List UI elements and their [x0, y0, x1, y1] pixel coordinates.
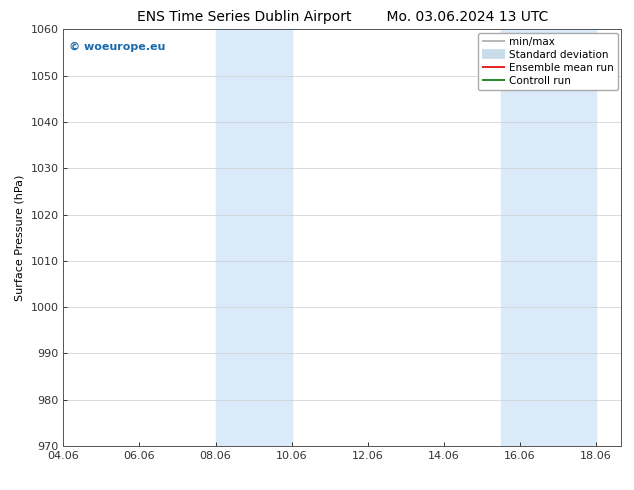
Legend: min/max, Standard deviation, Ensemble mean run, Controll run: min/max, Standard deviation, Ensemble me… — [478, 32, 618, 90]
Y-axis label: Surface Pressure (hPa): Surface Pressure (hPa) — [15, 174, 25, 301]
Title: ENS Time Series Dublin Airport        Mo. 03.06.2024 13 UTC: ENS Time Series Dublin Airport Mo. 03.06… — [137, 10, 548, 24]
Bar — [501, 29, 596, 446]
Text: © woeurope.eu: © woeurope.eu — [69, 42, 165, 52]
Bar — [216, 29, 292, 446]
